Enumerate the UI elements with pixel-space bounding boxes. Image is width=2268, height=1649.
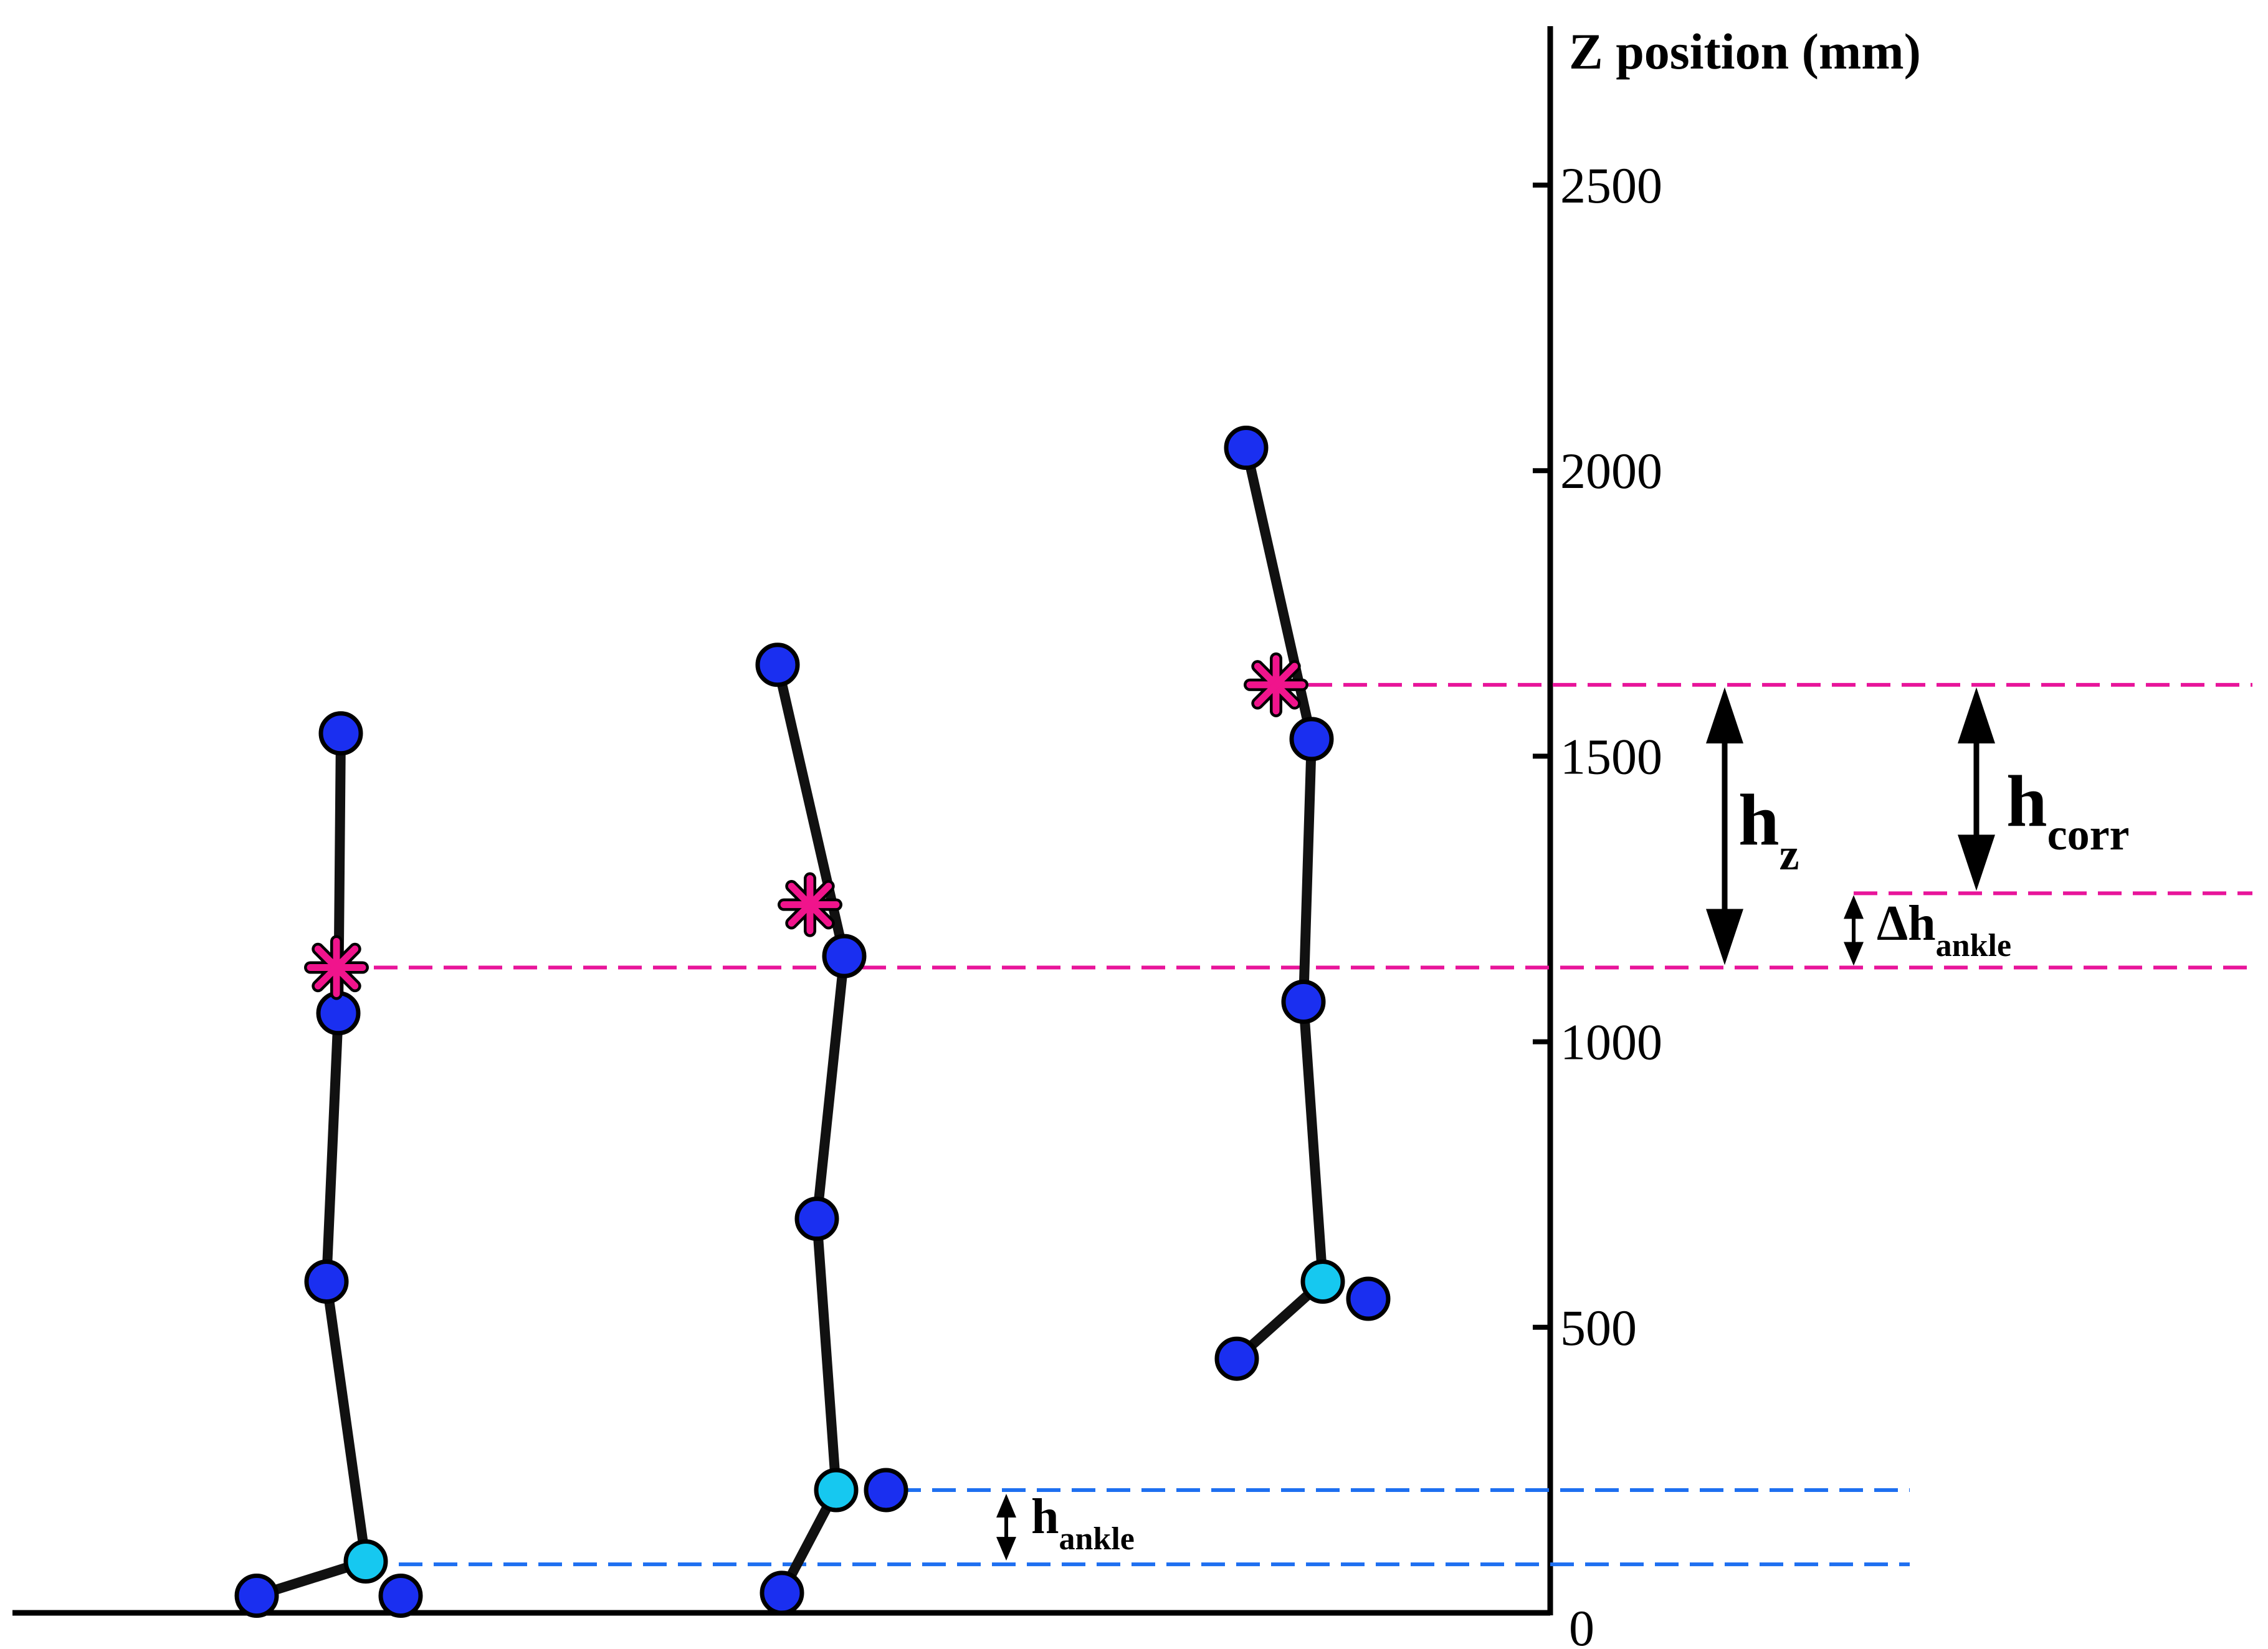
ankle-joint <box>814 1468 859 1513</box>
h-corr-label: hcorr <box>2006 760 2130 859</box>
limb-segment <box>1298 734 1317 1007</box>
delta-h-ankle-arrow-head-up <box>1844 895 1864 919</box>
body-joint <box>864 1468 908 1513</box>
z-axis-tick-label: 2500 <box>1560 157 1662 214</box>
limb-segment <box>1298 997 1328 1287</box>
body-joint <box>1346 1276 1391 1321</box>
body-joint <box>318 711 363 756</box>
body-joint <box>794 1197 839 1241</box>
figure-standing <box>234 711 423 1618</box>
h-ankle-label: hankle <box>1031 1489 1135 1557</box>
h-z-base: h <box>1738 779 1780 861</box>
limb-segment <box>322 1276 371 1567</box>
body-joint <box>1281 979 1326 1024</box>
body-joint <box>1214 1336 1259 1381</box>
h-corr-base: h <box>2006 760 2047 842</box>
body-joint <box>1224 426 1269 471</box>
asterisk-stroke <box>788 882 832 927</box>
z-axis-tick-label: 0 <box>1569 1600 1594 1649</box>
delta-h-ankle-sub: ankle <box>1936 928 2011 963</box>
body-joint <box>234 1574 279 1618</box>
body-joint <box>1289 717 1334 762</box>
z-axis-tick-label: 500 <box>1560 1299 1637 1356</box>
asterisk-marker-icon <box>304 935 369 1000</box>
z-axis-tick-label: 1500 <box>1560 728 1662 785</box>
ankle-joint <box>1300 1259 1345 1304</box>
h-corr-arrow-head-down <box>1958 834 1995 891</box>
svg-text:Δhankle: Δhankle <box>1877 896 2011 963</box>
asterisk-marker-icon <box>1244 652 1308 717</box>
figure-airborne <box>1214 426 1391 1381</box>
asterisk-stroke <box>1254 662 1298 707</box>
body-joint <box>378 1574 423 1618</box>
delta-h-ankle-arrow <box>1844 895 1864 966</box>
body-joint <box>755 643 800 687</box>
limb-segment <box>812 951 849 1224</box>
delta-h-ankle-base: Δh <box>1877 896 1936 951</box>
figure-rising <box>755 643 908 1615</box>
body-joint <box>822 934 867 978</box>
body-joint <box>304 1259 349 1304</box>
h-corr-sub: corr <box>2047 810 2130 859</box>
delta-h-ankle-label: Δhankle <box>1877 896 2011 963</box>
h-z-arrow-head-up <box>1706 687 1743 743</box>
h-z-sub: z <box>1780 829 1799 879</box>
h-ankle-arrow-head-up <box>996 1493 1016 1518</box>
h-corr-arrow <box>1958 687 1995 891</box>
h-ankle-sub: ankle <box>1059 1521 1135 1557</box>
limb-segment <box>322 1008 343 1287</box>
z-axis-title: Z position (mm) <box>1569 23 1921 80</box>
h-corr-arrow-head-up <box>1958 687 1995 743</box>
z-axis-tick-label: 1000 <box>1560 1014 1662 1071</box>
h-ankle-arrow <box>996 1493 1016 1561</box>
z-axis-tick-label: 2000 <box>1560 442 1662 499</box>
asterisk-marker-icon <box>778 872 842 937</box>
h-z-arrow-head-down <box>1706 909 1743 965</box>
reference-lines <box>374 682 2252 1567</box>
body-figures <box>234 426 1391 1618</box>
asterisk-stroke <box>314 945 359 990</box>
z-axis-ticks: 0 500 1000 1500 2000 2500 <box>1533 157 1662 1649</box>
delta-h-ankle-arrow-head-down <box>1844 942 1864 966</box>
svg-text:hankle: hankle <box>1031 1489 1135 1557</box>
svg-text:hcorr: hcorr <box>2006 760 2130 859</box>
h-z-arrow <box>1706 687 1743 965</box>
height-annotations: hz hcorr Δhankle hankle <box>996 687 2130 1561</box>
limb-segment <box>812 1213 841 1495</box>
h-ankle-base: h <box>1031 1489 1059 1544</box>
svg-text:hz: hz <box>1738 779 1799 879</box>
body-joint <box>760 1570 804 1615</box>
h-z-label: hz <box>1738 779 1799 879</box>
h-ankle-arrow-head-down <box>996 1537 1016 1561</box>
ankle-joint <box>343 1539 388 1584</box>
